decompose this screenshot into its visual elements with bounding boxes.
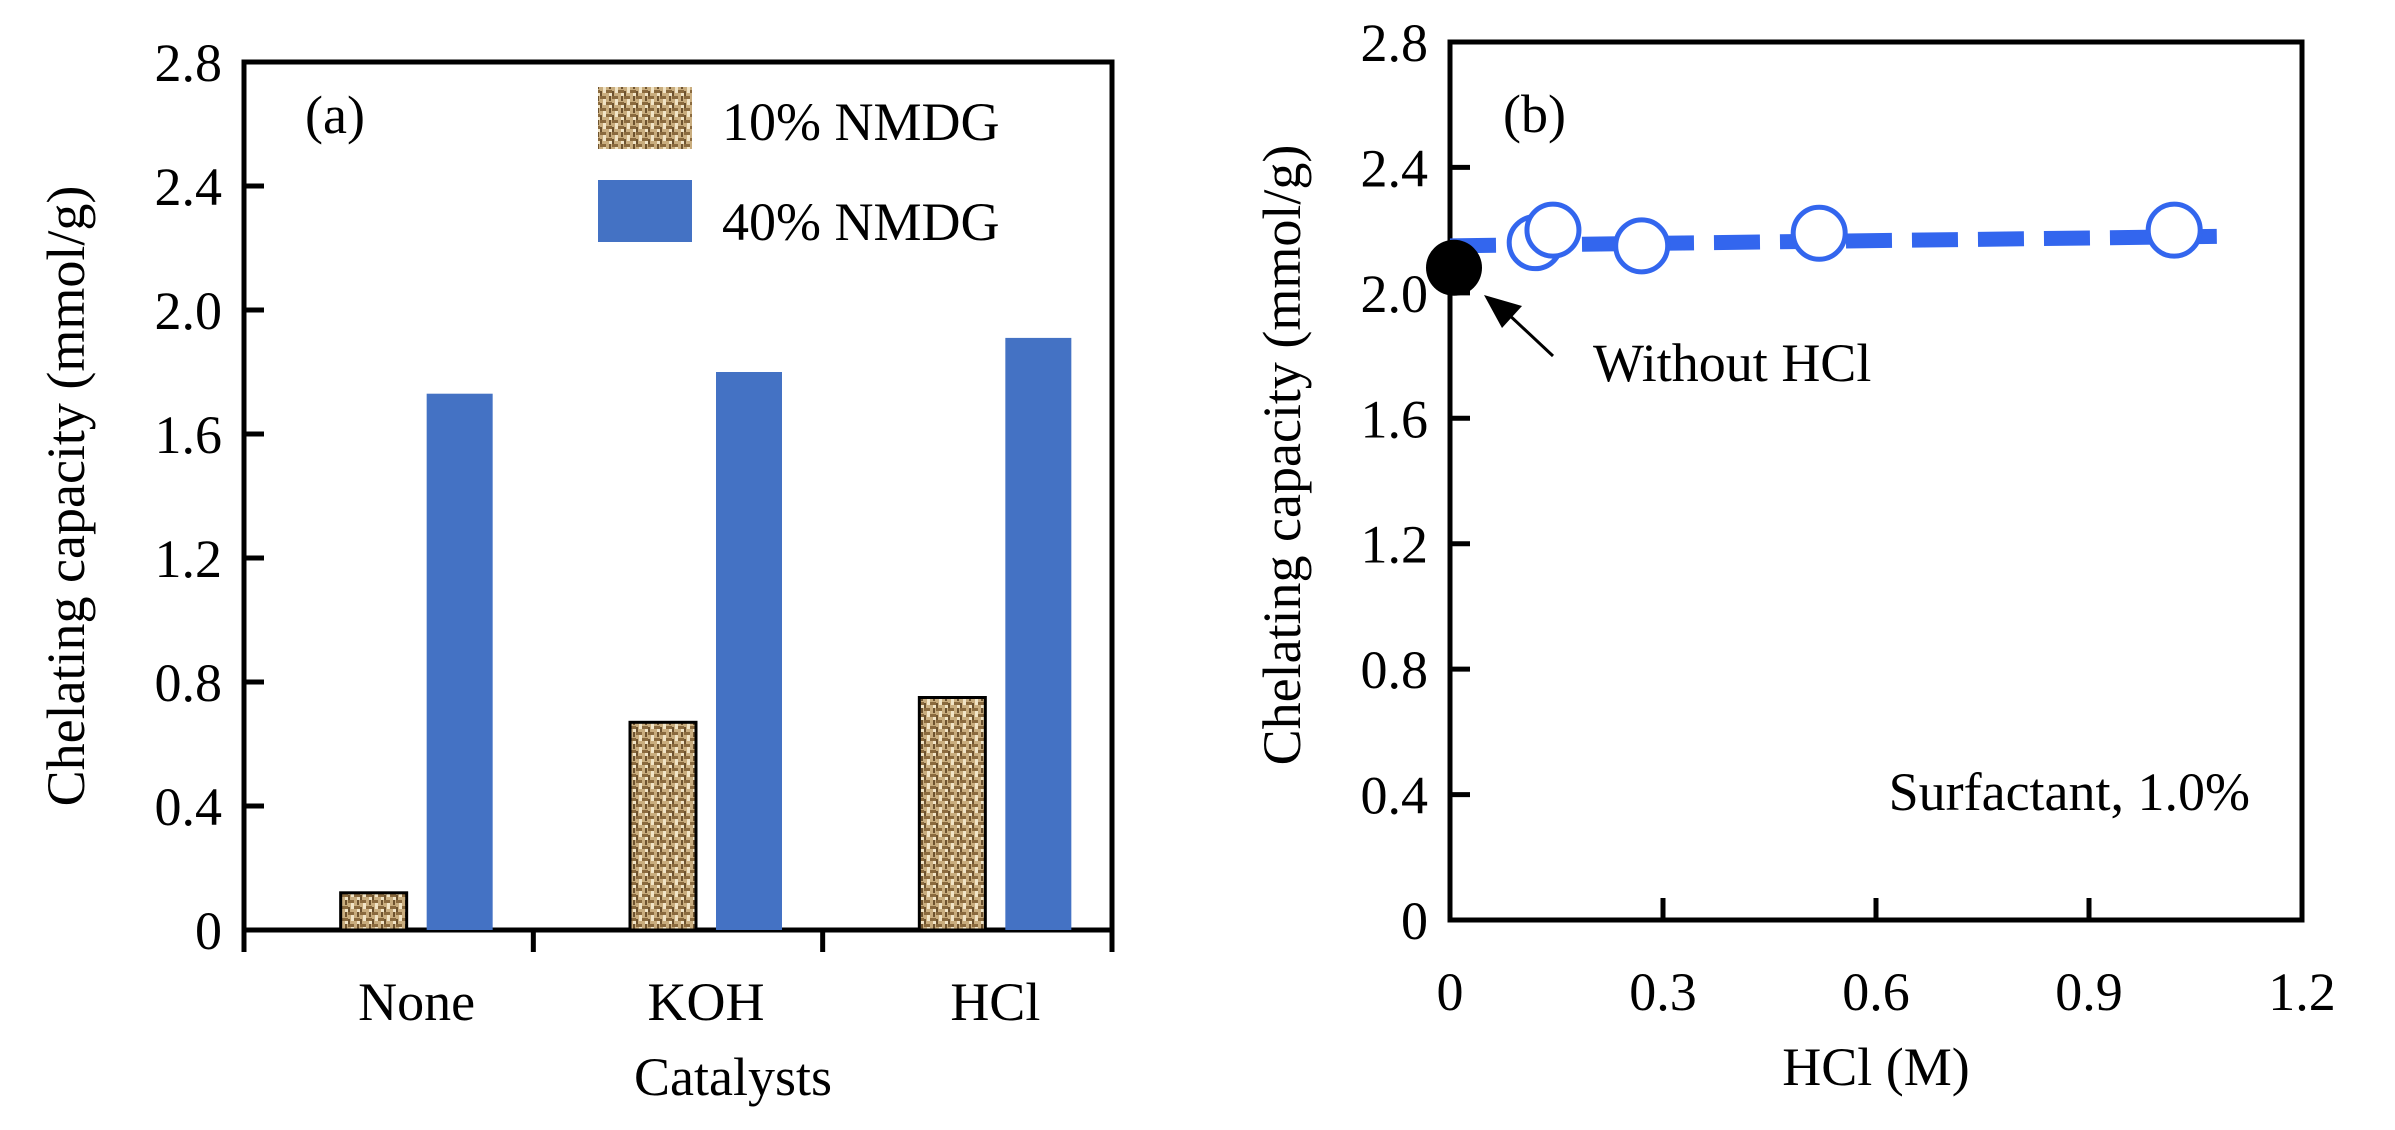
bar-10-nmdg <box>339 891 409 932</box>
y-tick-label-b: 2.4 <box>1361 138 1429 198</box>
x-axis-a: None KOH HCl <box>241 930 1115 1032</box>
bars-a <box>339 337 1072 932</box>
panel-label-a: (a) <box>305 85 365 145</box>
y-tick-label-a: 1.2 <box>155 529 223 589</box>
annotation-arrowhead <box>1484 295 1522 328</box>
legend-a: 10% NMDG 40% NMDG <box>598 87 1000 252</box>
legend-swatch-40 <box>598 180 692 242</box>
legend-swatch-10 <box>598 87 692 149</box>
x-tick-label-b: 0 <box>1437 962 1464 1022</box>
point-with-hcl <box>1613 217 1671 275</box>
y-tick-label-a: 0.4 <box>155 777 223 837</box>
x-tick-label-a: HCl <box>950 972 1040 1032</box>
y-tick-label-a: 0 <box>195 901 222 961</box>
y-tick-label-b: 0 <box>1401 891 1428 951</box>
x-tick-label-b: 0.3 <box>1629 962 1697 1022</box>
point-with-hcl <box>1790 204 1848 262</box>
annotation-surfactant: Surfactant, 1.0% <box>1889 762 2250 822</box>
bar-10-nmdg <box>628 720 698 932</box>
annotation-arrow <box>1504 310 1555 358</box>
x-axis-b: 0 0.3 0.6 0.9 1.2 <box>1437 898 2336 1022</box>
bar-40-nmdg <box>426 393 493 930</box>
y-tick-label-a: 2.0 <box>155 281 223 341</box>
y-axis-a: 0 0.4 0.8 1.2 1.6 2.0 2.4 2.8 <box>155 33 264 961</box>
y-tick-label-a: 2.8 <box>155 33 223 93</box>
legend-label-10: 10% NMDG <box>722 92 1000 152</box>
annotation-without-hcl: Without HCl <box>1593 333 1871 393</box>
y-axis-title-a: Chelating capacity (mmol/g) <box>36 186 96 807</box>
y-tick-label-a: 1.6 <box>155 405 223 465</box>
y-tick-label-b: 0.8 <box>1361 640 1429 700</box>
y-tick-label-b: 1.6 <box>1361 389 1429 449</box>
bar-40-nmdg <box>1005 337 1072 930</box>
x-tick-label-b: 1.2 <box>2268 962 2336 1022</box>
y-axis-title-b: Chelating capacity (mmol/g) <box>1252 145 1312 766</box>
y-tick-label-b: 1.2 <box>1361 515 1429 575</box>
bar-10-nmdg <box>917 696 987 932</box>
chart-b: 0 0.4 0.8 1.2 1.6 2.0 2.4 2.8 0 0.3 0.6 0.9 1.2 (b)… <box>1252 13 2336 1097</box>
y-tick-label-b: 0.4 <box>1361 766 1429 826</box>
panel-label-b: (b) <box>1503 84 1566 144</box>
x-axis-title-a: Catalysts <box>634 1047 832 1107</box>
points-b <box>1426 201 2217 296</box>
y-tick-label-a: 0.8 <box>155 653 223 713</box>
x-tick-label-a: None <box>358 972 475 1032</box>
x-tick-label-b: 0.6 <box>1842 962 1910 1022</box>
y-tick-label-b: 2.8 <box>1361 13 1429 73</box>
point-without-hcl <box>1426 239 1482 296</box>
y-tick-label-a: 2.4 <box>155 157 223 217</box>
y-axis-b: 0 0.4 0.8 1.2 1.6 2.0 2.4 2.8 <box>1361 13 1470 951</box>
point-with-hcl <box>2145 201 2203 259</box>
legend-label-40: 40% NMDG <box>722 192 1000 252</box>
x-tick-label-a: KOH <box>648 972 765 1032</box>
x-axis-title-b: HCl (M) <box>1782 1037 1970 1097</box>
bar-40-nmdg <box>716 372 782 930</box>
trendline <box>1449 228 2217 254</box>
chart-a: 0 0.4 0.8 1.2 1.6 2.0 2.4 2.8 None KOH HCl (a) Ca… <box>36 33 1115 1107</box>
x-tick-label-b: 0.9 <box>2055 962 2123 1022</box>
point-with-hcl <box>1524 201 1582 259</box>
y-tick-label-b: 2.0 <box>1361 264 1429 324</box>
